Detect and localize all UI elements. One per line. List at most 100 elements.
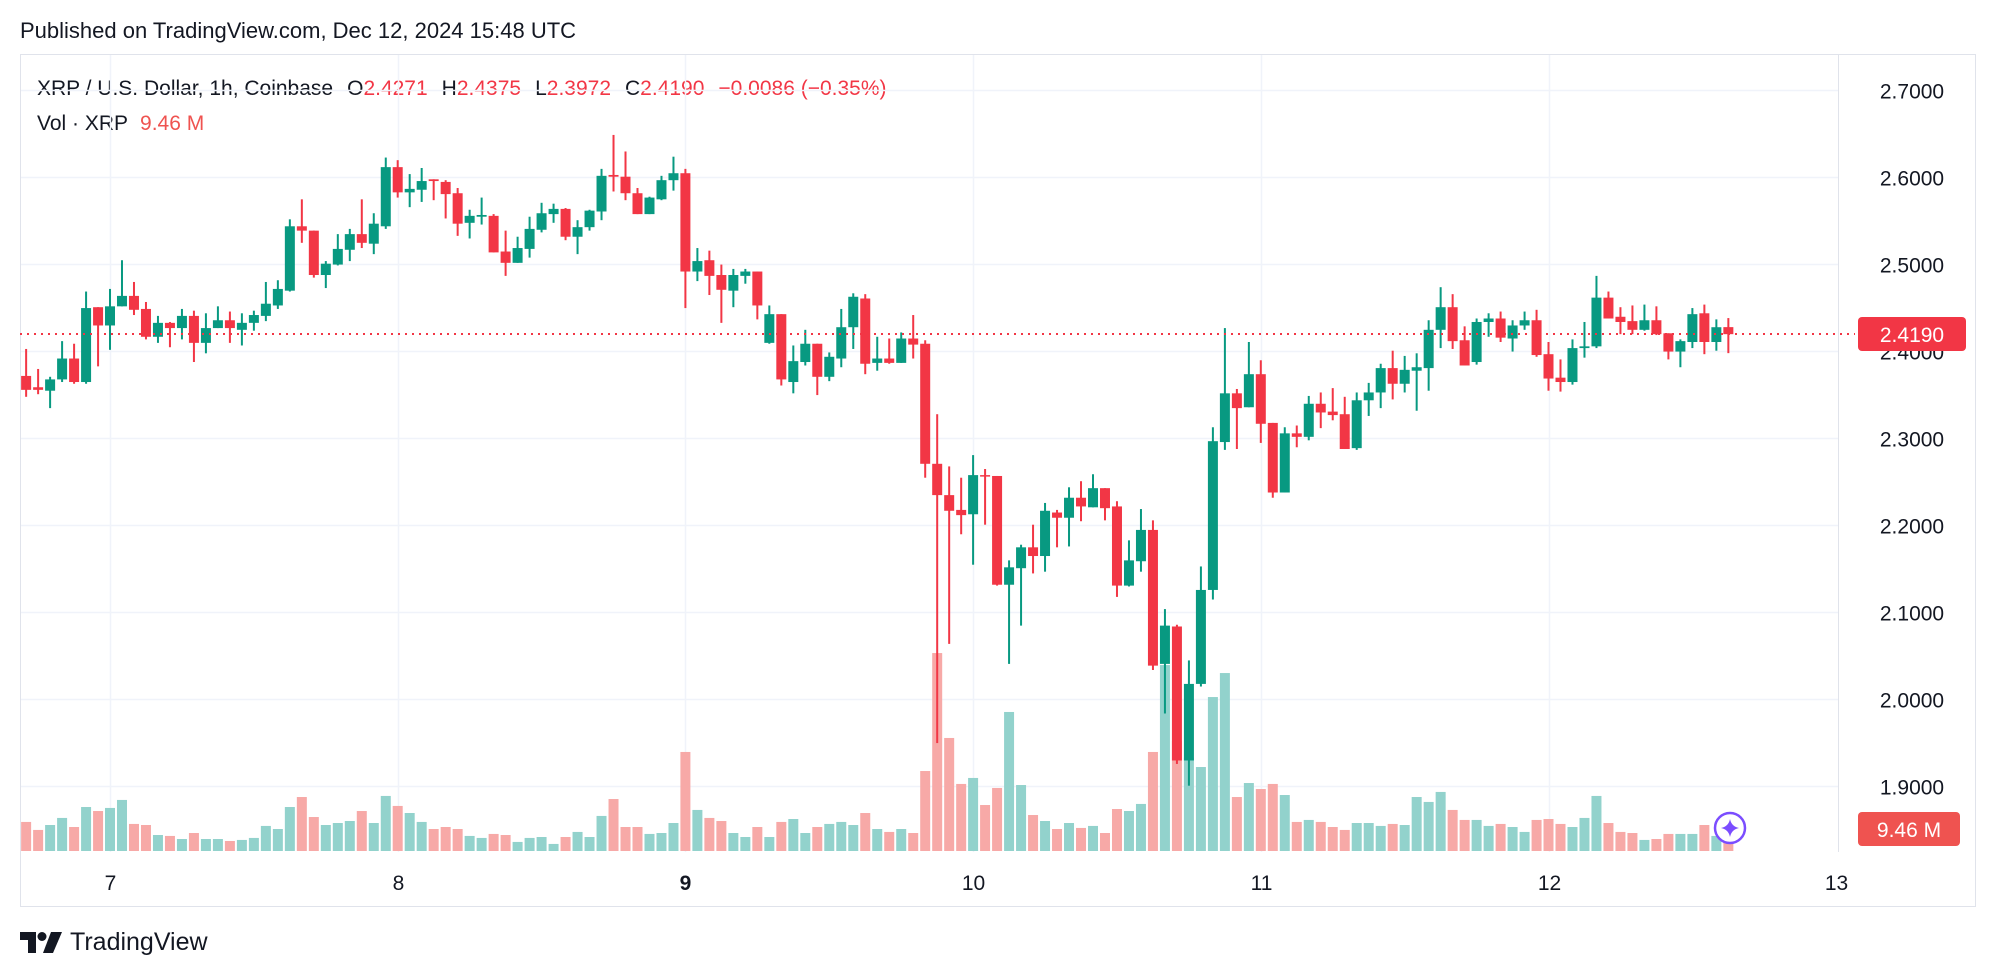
volume-bar — [944, 737, 955, 851]
volume-bar — [848, 825, 859, 851]
volume-bar — [476, 837, 487, 851]
volume-bar — [1219, 673, 1230, 851]
volume-bar — [392, 805, 403, 851]
candle — [1603, 291, 1614, 319]
candle-body — [1243, 374, 1254, 408]
volume-bar — [260, 825, 271, 851]
candle — [1279, 427, 1290, 493]
candle-body — [476, 214, 487, 217]
candle-body — [1399, 369, 1410, 384]
candle — [704, 250, 715, 296]
candle-wick — [25, 348, 28, 397]
volume-bar — [740, 837, 751, 851]
candle — [680, 168, 691, 309]
candle — [332, 234, 343, 266]
candle-body — [1651, 320, 1662, 335]
candle-body — [69, 358, 80, 383]
symbol-name[interactable]: XRP / U.S. Dollar, 1h, Coinbase — [37, 77, 334, 100]
candle — [236, 313, 247, 346]
volume-bar — [368, 823, 379, 851]
volume-bar — [1399, 825, 1410, 851]
time-axis[interactable]: 7 8 9 10 11 12 13 — [105, 872, 1849, 895]
candle-body — [1411, 367, 1422, 371]
sparkle-icon[interactable] — [1713, 811, 1747, 845]
candle — [1183, 660, 1194, 786]
volume-bar — [1088, 825, 1098, 851]
candle-body — [560, 208, 571, 237]
candle — [644, 196, 655, 215]
candle — [404, 174, 415, 208]
candle-wick — [360, 199, 363, 249]
volume-bar — [536, 837, 547, 851]
candle-wick — [1631, 305, 1634, 335]
candle — [344, 228, 355, 262]
volume-bar — [1231, 797, 1242, 851]
candle-body — [1076, 497, 1087, 507]
candle — [224, 311, 235, 343]
candle-body — [632, 193, 643, 215]
candle-body — [33, 387, 44, 390]
time-tick-label: 9 — [680, 872, 692, 895]
candle-body — [1459, 340, 1470, 366]
candle — [1615, 307, 1626, 335]
candle-body — [1663, 333, 1674, 352]
volume-bar — [1627, 833, 1638, 851]
volume-bar — [1351, 823, 1362, 851]
candle — [1339, 396, 1350, 450]
volume-bar — [1255, 789, 1266, 851]
volume-bar — [1279, 795, 1290, 851]
candle — [1267, 422, 1278, 498]
candle — [81, 291, 92, 384]
volume-bar — [680, 751, 691, 851]
candle-wick — [216, 306, 219, 329]
candle-body — [1351, 400, 1362, 449]
last-price-badge: 2.4190 — [1858, 317, 1966, 351]
candle — [1711, 319, 1722, 351]
candle — [1543, 342, 1554, 391]
low-value: 2.3972 — [546, 77, 611, 100]
candle — [1387, 350, 1398, 400]
candle-wick — [480, 197, 483, 225]
volume-bar — [1699, 825, 1710, 851]
candle-body — [320, 263, 331, 276]
candle-body — [968, 475, 979, 515]
candle-body — [704, 260, 715, 276]
candle — [1519, 311, 1530, 330]
volume-bar — [1471, 819, 1482, 851]
price-axis[interactable]: 2.70002.60002.50002.40002.30002.20002.10… — [1880, 81, 1944, 800]
volume-bar — [1423, 801, 1434, 851]
time-tick-label: 10 — [962, 872, 985, 895]
time-tick-label: 8 — [393, 872, 405, 895]
candle-body — [212, 320, 223, 329]
candle — [69, 343, 80, 384]
candle-body — [1627, 321, 1638, 330]
candle — [1351, 392, 1362, 450]
candle-body — [536, 213, 547, 230]
candle — [1135, 509, 1146, 572]
candle — [788, 345, 799, 394]
chart-frame — [20, 54, 1976, 907]
candle — [1459, 326, 1470, 366]
candle — [920, 340, 931, 478]
candle — [980, 469, 991, 525]
candle-body — [680, 173, 691, 272]
volume-bar — [896, 829, 907, 851]
tradingview-brand[interactable]: TradingView — [20, 928, 208, 957]
volume-label[interactable]: Vol · XRP — [37, 112, 129, 135]
volume-bar — [69, 827, 80, 851]
candle — [872, 336, 883, 371]
candle-body — [344, 234, 355, 250]
candle-wick — [168, 321, 171, 348]
candle-body — [1111, 506, 1122, 586]
candle-body — [21, 375, 32, 390]
candle-body — [596, 175, 607, 212]
candle — [800, 329, 811, 366]
candle — [992, 475, 1003, 586]
candle-wick — [612, 134, 615, 192]
candle-body — [668, 173, 679, 181]
volume-bar — [464, 835, 475, 851]
volume-bar — [776, 821, 787, 851]
volume-bar — [788, 819, 799, 851]
candle-body — [764, 314, 775, 343]
